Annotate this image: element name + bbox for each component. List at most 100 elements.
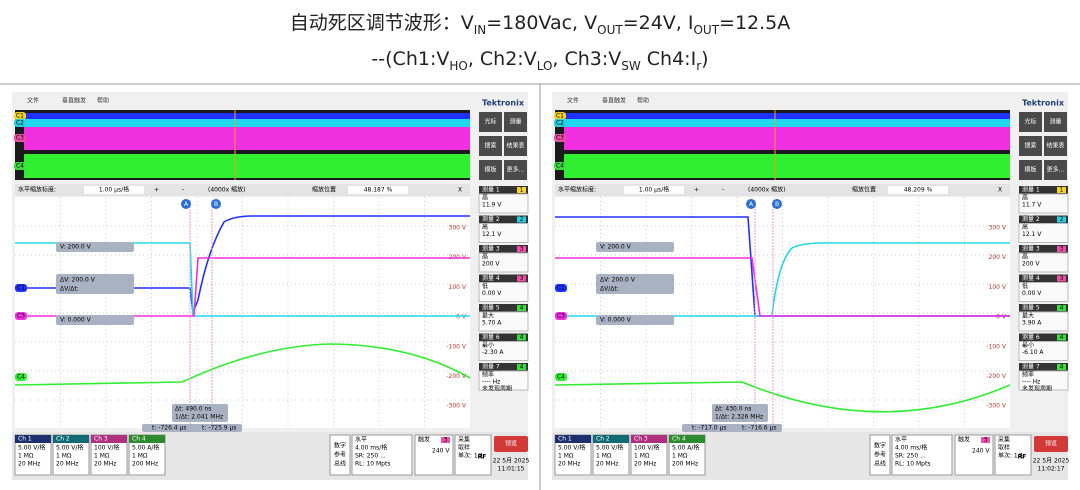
- cursor-dv: ΔV: 200.0 V: [600, 277, 636, 284]
- meas-name: 测量 6: [482, 333, 500, 341]
- button[interactable]: [504, 136, 527, 156]
- overview-label: C4: [16, 163, 24, 170]
- channel-tag: [554, 119, 566, 127]
- button[interactable]: [1019, 112, 1042, 132]
- marker-label: C3: [557, 313, 565, 320]
- zoom-minus: -: [722, 187, 724, 194]
- cursor-handle-label: B: [775, 201, 779, 208]
- cursor-box: [682, 424, 782, 432]
- channel-marker: [15, 373, 27, 381]
- menu-item: 垂直触发: [62, 97, 86, 105]
- cursor-v2: V: 0.000 V: [60, 317, 92, 324]
- preview-button[interactable]: [1034, 436, 1068, 452]
- meas-header: [479, 363, 528, 371]
- button-label: 测量: [1049, 118, 1061, 126]
- meas-header: [1019, 274, 1068, 283]
- cursor-box: [56, 315, 134, 325]
- axis-label: 100 V: [989, 284, 1007, 291]
- axis-label: -100 V: [446, 343, 467, 350]
- cursor-box: [596, 274, 674, 294]
- button[interactable]: [1044, 136, 1067, 156]
- zoom-scale: 1.00 μs/格: [639, 186, 669, 194]
- button[interactable]: [504, 160, 527, 180]
- meas-kind: 最大: [482, 312, 494, 320]
- axis-label: 100 V: [449, 284, 467, 291]
- side-label: 数字: [334, 442, 346, 450]
- brand: Tektronix: [482, 99, 525, 108]
- channel-setting: 100 V/格: [94, 444, 120, 452]
- text: ): [701, 48, 709, 70]
- channel-head: [129, 435, 165, 443]
- text: =24V, I: [622, 12, 694, 34]
- button[interactable]: [1044, 112, 1067, 132]
- subscript: OUT: [597, 22, 623, 37]
- channel-setting: 1 MΩ: [18, 453, 34, 460]
- zoom-minus: -: [182, 187, 184, 194]
- button[interactable]: [479, 160, 502, 180]
- acquire-box: [994, 434, 1032, 476]
- channel-setting: 5.00 A/格: [132, 444, 159, 452]
- channel-marker: [15, 312, 27, 320]
- side-label: 参考: [874, 451, 886, 459]
- zoom-field: [624, 186, 684, 194]
- button[interactable]: [504, 112, 527, 132]
- meas-body: [1018, 341, 1069, 361]
- channel-tag: [14, 119, 26, 127]
- meas-value: 0.00 V: [482, 290, 502, 297]
- text: 自动死区调节波形：V: [289, 12, 474, 34]
- channel-marker: [15, 284, 27, 292]
- side-label: 总线: [334, 460, 346, 468]
- button[interactable]: [1019, 136, 1042, 156]
- meas-kind: 低: [1022, 282, 1028, 290]
- meas-value: 200 V: [482, 261, 500, 268]
- cursor-box: [596, 315, 674, 325]
- meas-header: [1019, 304, 1068, 312]
- cursor-v1: V: 200.0 V: [600, 244, 632, 251]
- acquire-setting: 单次: 1/1: [458, 452, 484, 460]
- channel-name: Ch 1: [18, 436, 32, 443]
- overview-label: C2: [556, 120, 564, 127]
- meas-ch: 1: [520, 187, 524, 194]
- meas-value: ---- Hz: [482, 379, 500, 386]
- trigger-tag: [441, 437, 450, 443]
- side-box: [869, 434, 891, 476]
- overview-label: C1: [556, 113, 564, 120]
- button-label: 更多...: [1047, 166, 1065, 174]
- button[interactable]: [1044, 160, 1067, 180]
- meas-kind: 频率: [482, 371, 494, 379]
- channel-setting: 1 MΩ: [94, 453, 110, 460]
- axis-label: 0 V: [456, 314, 467, 321]
- channel-setting: 20 MHz: [558, 461, 580, 468]
- trigger-title: 触发: [958, 436, 970, 444]
- meas-ch: 4: [1060, 305, 1064, 312]
- waveform: [555, 257, 1010, 317]
- button[interactable]: [479, 136, 502, 156]
- cursor-box: [56, 274, 134, 294]
- preview-label: 预览: [1045, 440, 1057, 448]
- channel-head: [15, 435, 51, 443]
- meas-ch: 3: [520, 246, 524, 253]
- meas-note: 未发现周期: [482, 385, 512, 393]
- acquire-setting: 采集: [458, 436, 470, 444]
- subscript: HO: [449, 58, 468, 73]
- meas-tag: [1057, 216, 1066, 223]
- channel-marker: [555, 312, 567, 320]
- meas-name: 测量 3: [482, 245, 500, 253]
- preview-button[interactable]: [494, 436, 528, 452]
- overview-label: C3: [16, 135, 24, 142]
- channel-setting: 1 MΩ: [672, 453, 688, 460]
- marker-label: C3: [17, 313, 25, 320]
- button[interactable]: [479, 112, 502, 132]
- meas-kind: 低: [482, 282, 488, 290]
- axis-label: -300 V: [986, 403, 1007, 410]
- cursor-dvdt: ΔV/Δt:: [600, 286, 619, 293]
- cursor-handle: [211, 199, 221, 209]
- meas-name: 测量 4: [482, 274, 500, 282]
- channel-setting: 20 MHz: [94, 461, 116, 468]
- cursor-dvdt: ΔV/Δt:: [60, 286, 79, 293]
- meas-tag: [517, 334, 526, 341]
- button[interactable]: [1019, 160, 1042, 180]
- channel-name: Ch 2: [596, 436, 610, 443]
- axis-label: 300 V: [449, 225, 467, 232]
- meas-tag: [517, 364, 526, 370]
